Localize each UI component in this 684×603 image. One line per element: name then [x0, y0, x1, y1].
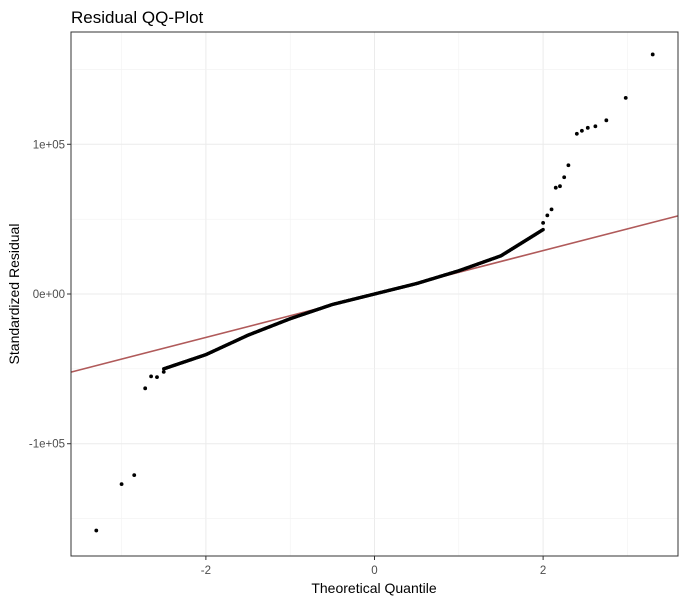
residual-point — [541, 227, 545, 232]
residual-point — [545, 213, 550, 218]
y-axis-ticks: -1e+05 0e+00 1e+05 — [29, 139, 71, 451]
residual-point — [558, 184, 562, 189]
residual-point — [579, 128, 584, 133]
residual-point — [132, 473, 137, 478]
residual-point — [562, 175, 567, 180]
residual-point — [650, 52, 655, 57]
residual-point — [549, 207, 554, 212]
x-axis-title: Theoretical Quantile — [311, 580, 437, 596]
residual-point — [593, 124, 598, 129]
residual-point — [161, 369, 166, 374]
x-axis-ticks: -2 0 2 — [201, 556, 546, 577]
y-tick-label: 1e+05 — [33, 139, 65, 151]
x-tick-label: 0 — [371, 565, 377, 577]
x-tick-label: 2 — [540, 565, 546, 577]
residual-point — [585, 125, 590, 130]
residual-point — [119, 482, 124, 487]
y-tick-label: -1e+05 — [29, 439, 65, 451]
residual-point — [574, 131, 579, 136]
x-tick-label: -2 — [201, 565, 211, 577]
residual-point — [604, 118, 609, 123]
y-tick-label: 0e+00 — [33, 289, 65, 301]
residual-point — [541, 220, 546, 225]
residual-point — [149, 374, 153, 379]
residual-point — [623, 95, 628, 100]
residual-points — [94, 52, 655, 533]
residual-point — [155, 375, 159, 379]
residual-point — [94, 528, 99, 533]
residual-point — [566, 163, 571, 168]
residual-point — [143, 386, 148, 391]
residual-point — [553, 185, 558, 190]
chart-title: Residual QQ-Plot — [71, 8, 204, 27]
y-axis-title: Standardized Residual — [6, 224, 22, 365]
